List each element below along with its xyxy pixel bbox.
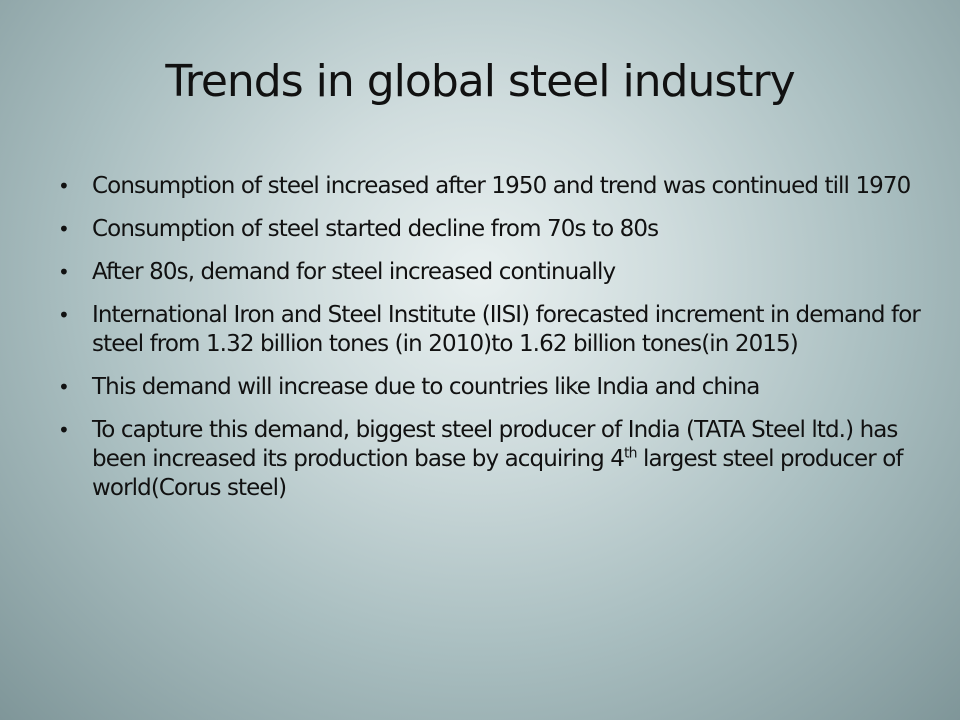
bullet-text: After 80s, demand for steel increased co…: [92, 259, 616, 285]
bullet-icon: •: [58, 174, 70, 198]
bullet-icon: •: [58, 260, 70, 284]
bullet-text: This demand will increase due to countri…: [92, 374, 760, 400]
slide-title: Trends in global steel industry: [165, 56, 795, 107]
bullet-item-2: • Consumption of steel started decline f…: [56, 215, 924, 244]
bullet-text: International Iron and Steel Institute (…: [92, 302, 921, 357]
bullet-icon: •: [58, 217, 70, 241]
bullet-item-5: • This demand will increase due to count…: [56, 373, 924, 402]
bullet-text: Consumption of steel increased after 195…: [92, 173, 911, 199]
bullet-text: Consumption of steel started decline fro…: [92, 216, 659, 242]
bullet-list: • Consumption of steel increased after 1…: [56, 172, 924, 517]
bullet-text-after-superscript: largest steel producer of world(Corus st…: [92, 446, 904, 501]
bullet-text-before-superscript: To capture this demand, biggest steel pr…: [92, 417, 898, 472]
bullet-item-6: • To capture this demand, biggest steel …: [56, 416, 924, 503]
superscript-ordinal: th: [624, 445, 637, 462]
bullet-icon: •: [58, 418, 70, 442]
bullet-icon: •: [58, 303, 70, 327]
bullet-item-1: • Consumption of steel increased after 1…: [56, 172, 924, 201]
bullet-item-4: • International Iron and Steel Institute…: [56, 301, 924, 359]
bullet-icon: •: [58, 375, 70, 399]
bullet-item-3: • After 80s, demand for steel increased …: [56, 258, 924, 287]
